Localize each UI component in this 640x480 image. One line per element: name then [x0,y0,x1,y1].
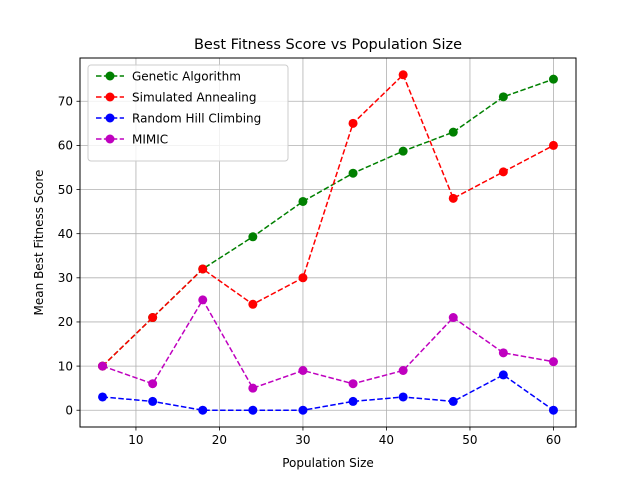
series-line-random-hill-climbing [102,374,554,411]
data-point-genetic-algorithm [348,168,358,178]
data-point-genetic-algorithm [398,146,408,156]
x-tick-label: 10 [128,433,143,447]
y-tick-label: 10 [58,359,73,373]
data-point-mimic [148,379,158,389]
data-point-genetic-algorithm [298,196,308,206]
data-point-simulated-annealing [148,313,158,323]
legend-item: MIMIC [96,132,168,146]
legend-item: Genetic Algorithm [96,69,241,83]
data-point-random-hill-climbing [448,396,458,406]
data-point-simulated-annealing [198,264,208,274]
series-simulated-annealing [98,70,558,371]
data-point-random-hill-climbing [498,370,508,380]
x-axis-label: Population Size [282,456,374,470]
data-point-simulated-annealing [298,273,308,283]
legend-marker [105,92,115,102]
x-tick-label: 20 [212,433,227,447]
plot-frame [79,57,577,428]
data-point-mimic [348,379,358,389]
data-point-mimic [548,357,558,367]
legend-label: Random Hill Climbing [132,111,261,125]
data-point-mimic [498,348,508,358]
x-tick-label: 40 [379,433,394,447]
data-point-random-hill-climbing [348,396,358,406]
chart-title: Best Fitness Score vs Population Size [194,37,462,53]
data-point-genetic-algorithm [548,74,558,84]
x-tick-label: 60 [546,433,561,447]
legend-label: Genetic Algorithm [132,69,241,83]
series-random-hill-climbing [98,370,558,415]
data-point-simulated-annealing [448,193,458,203]
data-point-random-hill-climbing [548,405,558,415]
data-point-genetic-algorithm [448,127,458,137]
x-tick-label: 30 [295,433,310,447]
y-tick-label: 30 [58,271,73,285]
data-point-simulated-annealing [398,70,408,80]
data-point-random-hill-climbing [148,396,158,406]
legend: Genetic Algorithm Simulated Annealing Rand… [87,64,289,162]
legend-label: MIMIC [132,132,168,146]
series-mimic [98,295,558,393]
series-layer [98,70,558,415]
legend-box [87,64,289,162]
data-point-genetic-algorithm [498,92,508,102]
y-tick-label: 60 [58,139,73,153]
data-point-mimic [298,366,308,376]
data-point-simulated-annealing [348,118,358,128]
y-tick-label: 0 [65,404,73,418]
y-axis-label: Mean Best Fitness Score [32,170,46,316]
data-point-genetic-algorithm [248,232,258,242]
data-point-random-hill-climbing [98,392,108,402]
data-point-simulated-annealing [248,299,258,309]
data-point-simulated-annealing [548,140,558,150]
data-point-mimic [98,361,108,371]
legend-marker [105,113,115,123]
data-point-simulated-annealing [498,167,508,177]
x-axis-ticks: 10 20 30 40 50 60 [128,427,561,447]
legend-label: Simulated Annealing [132,90,257,104]
data-point-mimic [398,366,408,376]
data-point-random-hill-climbing [248,405,258,415]
data-point-random-hill-climbing [198,405,208,415]
y-tick-label: 50 [58,183,73,197]
series-line-simulated-annealing [102,73,554,367]
data-point-random-hill-climbing [298,405,308,415]
y-tick-label: 20 [58,315,73,329]
legend-item: Simulated Annealing [96,90,257,104]
y-tick-label: 70 [58,95,73,109]
data-point-mimic [248,383,258,393]
data-point-mimic [198,295,208,305]
legend-marker [105,134,115,144]
legend-marker [105,71,115,81]
x-tick-label: 50 [462,433,477,447]
data-point-random-hill-climbing [398,392,408,402]
y-axis-ticks: 0 10 20 30 40 50 60 70 [58,95,80,418]
legend-item: Random Hill Climbing [96,111,261,125]
data-point-mimic [448,313,458,323]
y-tick-label: 40 [58,227,73,241]
